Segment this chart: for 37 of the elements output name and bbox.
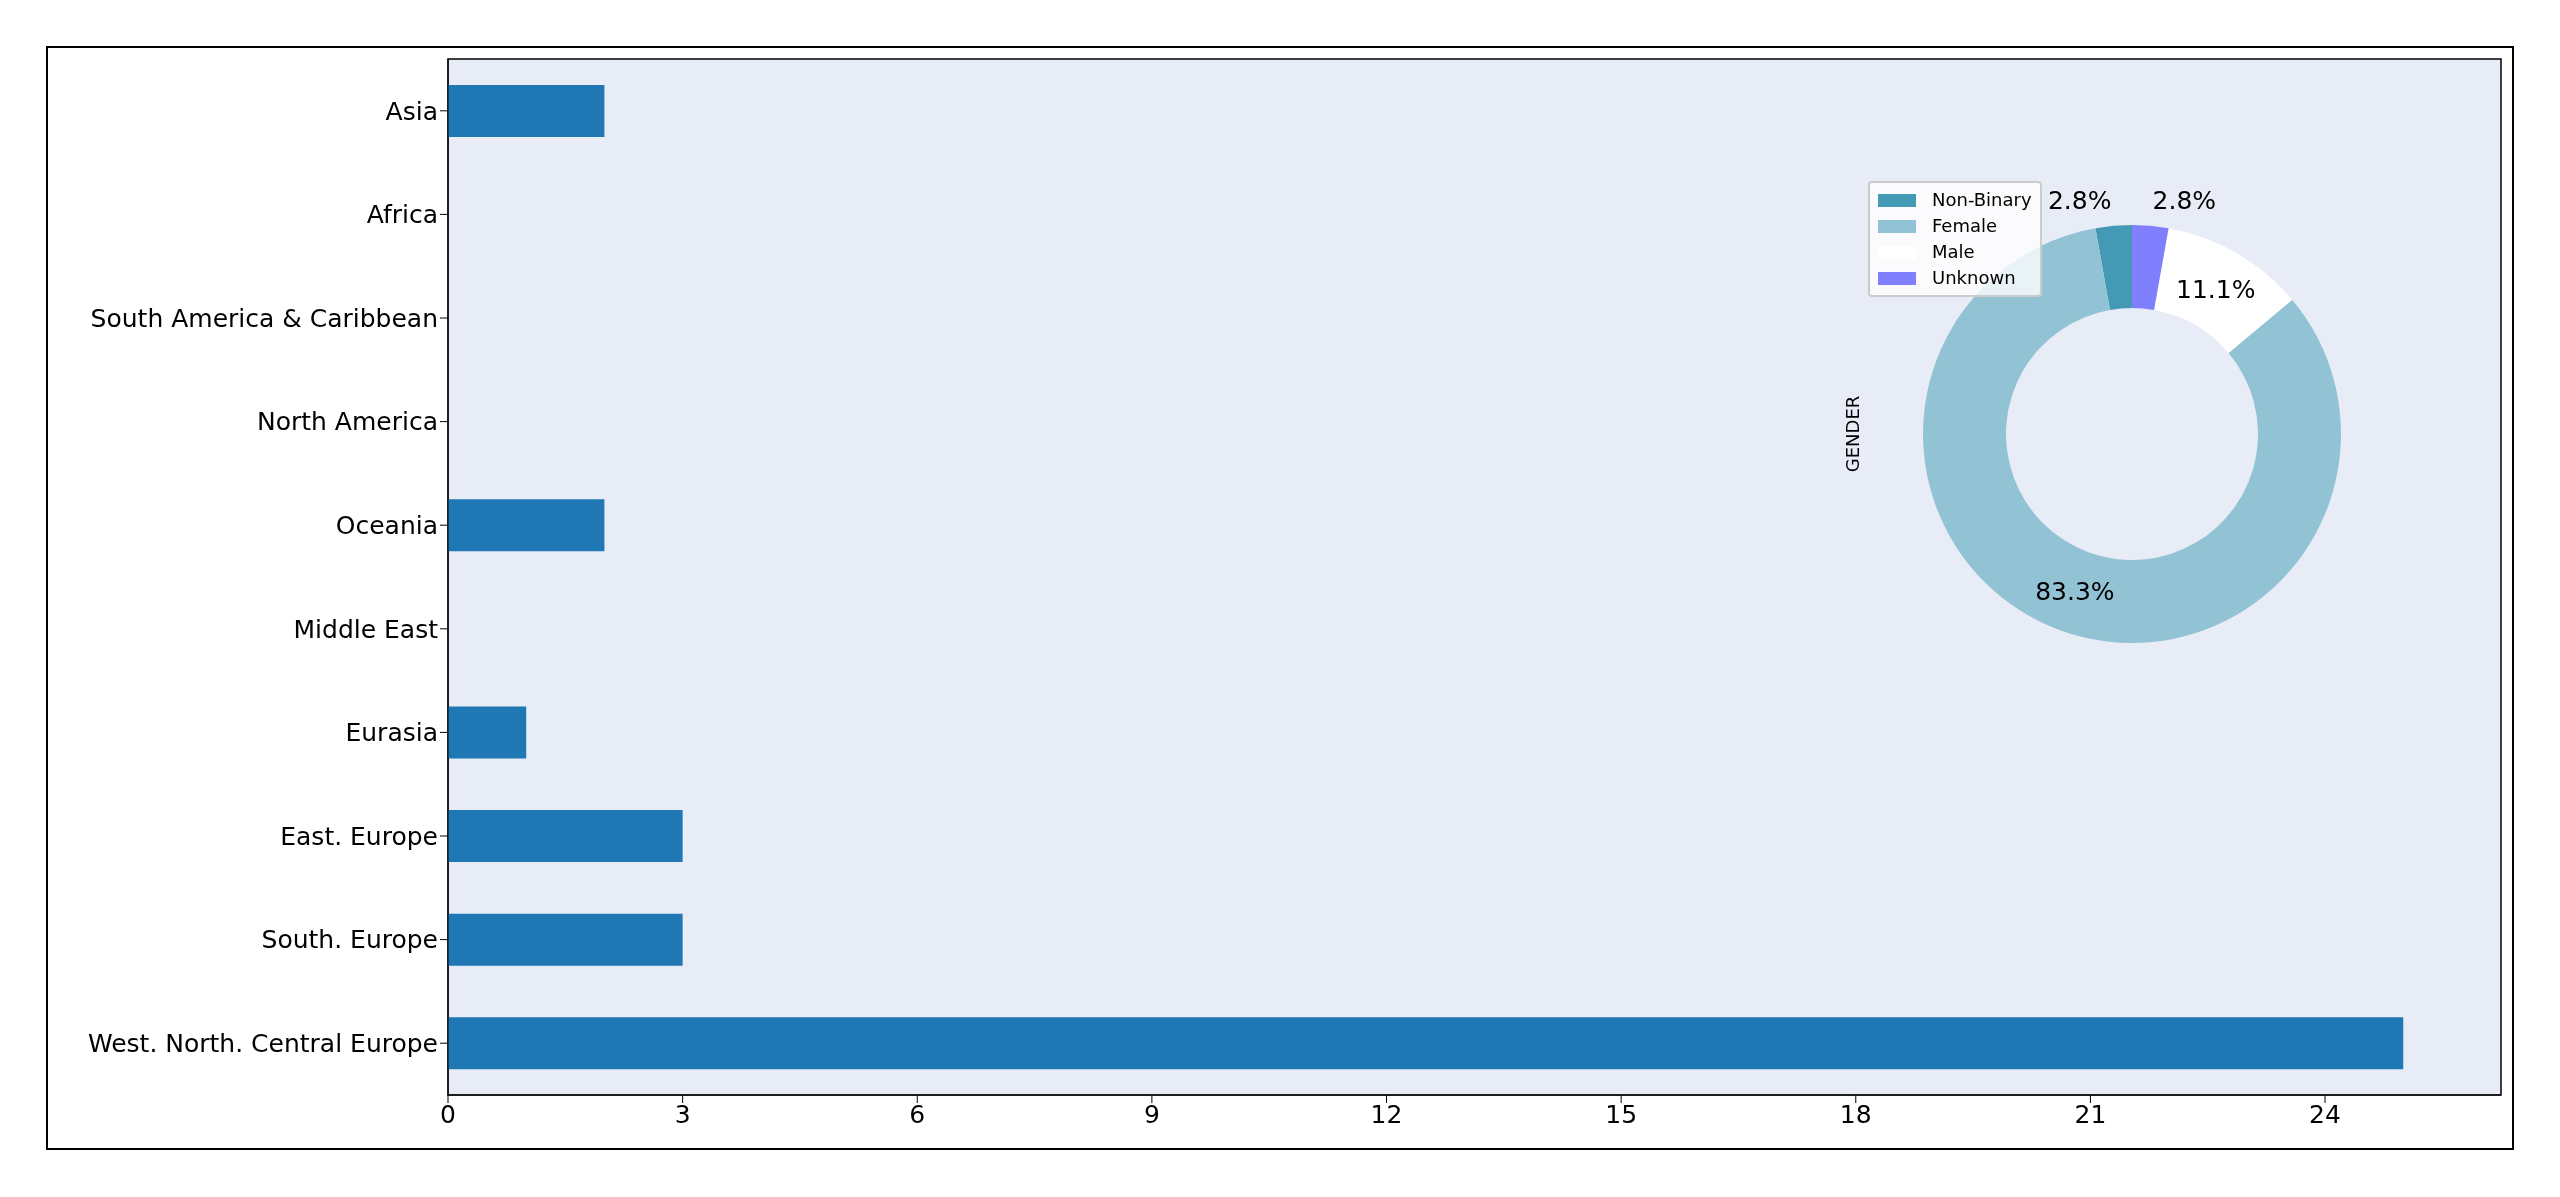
y-tick-label: South America & Caribbean (90, 303, 438, 333)
y-tick-label: Africa (366, 200, 438, 230)
legend-label: Female (1932, 214, 1998, 238)
y-tick-label: Eurasia (345, 718, 438, 748)
legend-label: Male (1932, 240, 1975, 264)
donut-slice (2095, 225, 2132, 310)
text: GENDER (1841, 395, 1863, 473)
y-tick-label: West. North. Central Europe (87, 1029, 438, 1059)
y-tick-label: Middle East (293, 614, 439, 644)
donut-slice (2154, 228, 2293, 354)
y-tick-label: South. Europe (261, 925, 438, 955)
donut-slice (2132, 225, 2169, 310)
bar (448, 913, 683, 966)
x-tick-label: 18 (1839, 1099, 1872, 1129)
y-tick-label: North America (257, 407, 438, 437)
bar (448, 499, 605, 552)
x-tick-label: 9 (1143, 1099, 1160, 1129)
legend-label: Unknown (1932, 266, 2016, 290)
x-tick-label: 3 (674, 1099, 691, 1129)
bar (448, 810, 683, 863)
x-tick-label: 12 (1370, 1099, 1403, 1129)
bar (448, 706, 527, 759)
x-tick-label: 21 (2074, 1099, 2107, 1129)
bar (448, 1017, 2404, 1070)
y-tick-label: Asia (385, 96, 438, 126)
data-label: 2.8% (2047, 186, 2112, 216)
data-label: 2.8% (2152, 186, 2217, 216)
y-tick-label: East. Europe (280, 821, 438, 851)
bar (448, 84, 605, 137)
legend-label: Non-Binary (1932, 188, 2032, 212)
x-tick-label: 6 (909, 1099, 926, 1129)
data-label: 11.1% (2176, 274, 2256, 304)
x-tick-label: 24 (2309, 1099, 2341, 1129)
y-tick-label: Oceania (335, 511, 438, 541)
data-label: 83.3% (2035, 576, 2115, 606)
x-tick-label: 15 (1605, 1099, 1638, 1129)
x-tick-label: 0 (440, 1099, 456, 1129)
